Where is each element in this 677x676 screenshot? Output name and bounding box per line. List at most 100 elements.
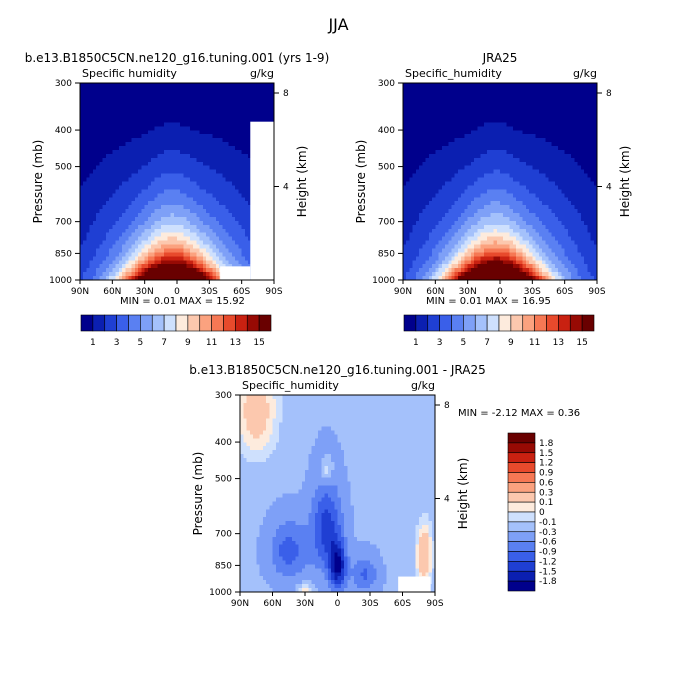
field-cell [422, 83, 427, 88]
field-cell [160, 256, 165, 261]
field-cell [109, 224, 113, 230]
field-cell [509, 138, 514, 143]
field-cell [89, 224, 94, 230]
field-cell [86, 94, 91, 100]
field-cell [403, 213, 407, 218]
field-cell [435, 201, 440, 206]
field-cell [183, 260, 188, 265]
field-cell [403, 256, 407, 261]
field-cell [496, 268, 501, 273]
field-cell [506, 118, 511, 123]
field-cell [118, 149, 123, 155]
field-cell [122, 236, 126, 242]
field-cell [241, 157, 246, 163]
field-cell [141, 134, 146, 139]
field-cell [503, 153, 508, 159]
field-cell [257, 106, 262, 112]
field-cell [141, 197, 146, 202]
field-cell [134, 189, 139, 194]
field-cell [231, 153, 236, 159]
field-cell [244, 138, 249, 143]
field-cell [147, 142, 152, 147]
field-cell [493, 177, 498, 183]
field-cell [225, 252, 230, 257]
x-tick-label: 0 [174, 287, 180, 297]
field-cell [112, 276, 117, 281]
field-cell [206, 161, 210, 167]
field-cell [464, 185, 469, 190]
field-cell [196, 264, 201, 269]
field-cell [238, 146, 243, 151]
field-cell [500, 264, 504, 269]
field-cell [493, 252, 498, 257]
field-cell [196, 102, 201, 108]
field-cell [109, 268, 113, 273]
field-cell [138, 106, 143, 112]
field-cell [500, 220, 504, 226]
field-cell [477, 260, 482, 265]
field-cell [183, 236, 188, 242]
field-cell [406, 185, 411, 190]
field-cell [209, 201, 214, 206]
field-cell [406, 268, 411, 273]
field-cell [425, 122, 430, 127]
field-cell [122, 224, 126, 230]
field-cell [151, 110, 155, 116]
field-cell [177, 272, 181, 277]
field-cell [496, 256, 501, 261]
field-cell [419, 232, 423, 238]
field-cell [228, 106, 233, 112]
field-cell [477, 118, 482, 123]
field-cell [454, 236, 459, 242]
field-cell [228, 157, 233, 163]
field-cell [196, 205, 201, 210]
field-cell [454, 138, 459, 143]
field-cell [99, 134, 104, 139]
field-cell [503, 252, 508, 257]
field-cell [109, 118, 113, 123]
field-cell [109, 220, 113, 226]
field-cell [212, 268, 217, 273]
field-cell [409, 94, 414, 100]
field-cell [500, 224, 504, 230]
field-cell [415, 86, 420, 92]
field-cell [92, 134, 97, 139]
field-cell [118, 244, 123, 250]
field-cell [164, 260, 168, 265]
field-cell [412, 149, 417, 155]
field-cell [118, 114, 123, 120]
field-cell [412, 220, 417, 226]
field-cell [425, 232, 430, 238]
field-cell [225, 134, 230, 139]
field-cell [212, 98, 217, 104]
field-cell [99, 193, 104, 198]
field-cell [487, 209, 491, 214]
field-cell [490, 260, 495, 265]
field-cell [144, 256, 149, 261]
field-cell [500, 256, 504, 261]
field-cell [419, 130, 423, 135]
field-cell [105, 134, 110, 139]
field-cell [419, 197, 423, 202]
field-cell [454, 98, 459, 104]
field-cell [193, 213, 197, 218]
field-cell [496, 169, 501, 175]
field-cell [196, 232, 201, 238]
field-cell [509, 252, 514, 257]
field-cell [154, 149, 159, 155]
field-cell [441, 268, 446, 273]
field-cell [115, 252, 120, 257]
field-cell [425, 169, 430, 175]
field-cell [215, 189, 220, 194]
field-cell [164, 98, 168, 104]
field-cell [487, 268, 491, 273]
field-cell [225, 110, 230, 116]
field-cell [438, 228, 443, 234]
field-cell [193, 193, 197, 198]
field-cell [509, 106, 514, 112]
field-cell [438, 110, 443, 116]
field-cell [141, 248, 146, 254]
field-cell [167, 106, 172, 112]
field-cell [183, 216, 188, 222]
field-cell [134, 146, 139, 151]
